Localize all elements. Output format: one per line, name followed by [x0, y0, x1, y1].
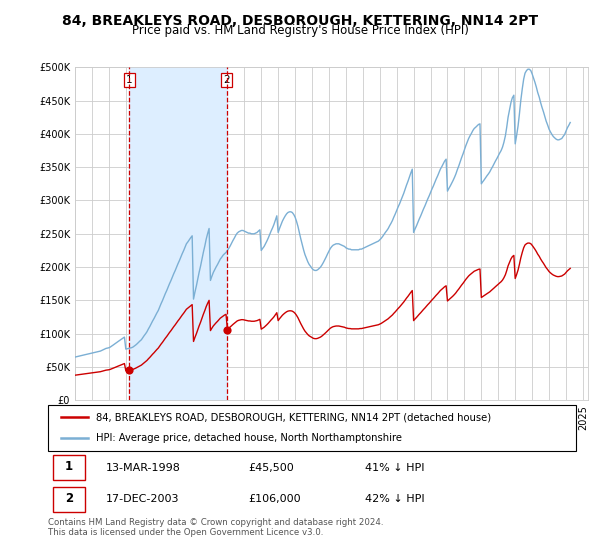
Text: 42% ↓ HPI: 42% ↓ HPI: [365, 494, 424, 505]
Text: HPI: Average price, detached house, North Northamptonshire: HPI: Average price, detached house, Nort…: [95, 433, 401, 444]
Text: 1: 1: [65, 460, 73, 473]
Text: 13-MAR-1998: 13-MAR-1998: [106, 463, 181, 473]
Text: Price paid vs. HM Land Registry's House Price Index (HPI): Price paid vs. HM Land Registry's House …: [131, 24, 469, 37]
Text: 2: 2: [223, 75, 230, 85]
Text: 17-DEC-2003: 17-DEC-2003: [106, 494, 179, 505]
Text: Contains HM Land Registry data © Crown copyright and database right 2024.
This d: Contains HM Land Registry data © Crown c…: [48, 518, 383, 538]
Text: 1: 1: [126, 75, 133, 85]
Text: 41% ↓ HPI: 41% ↓ HPI: [365, 463, 424, 473]
Text: £45,500: £45,500: [248, 463, 295, 473]
Point: [124, 366, 134, 375]
Text: 84, BREAKLEYS ROAD, DESBOROUGH, KETTERING, NN14 2PT (detached house): 84, BREAKLEYS ROAD, DESBOROUGH, KETTERIN…: [95, 412, 491, 422]
Bar: [53, 487, 85, 512]
Text: £106,000: £106,000: [248, 494, 301, 505]
Text: 2: 2: [65, 492, 73, 505]
Point: [222, 325, 232, 334]
Bar: [53, 455, 85, 480]
Text: 84, BREAKLEYS ROAD, DESBOROUGH, KETTERING, NN14 2PT: 84, BREAKLEYS ROAD, DESBOROUGH, KETTERIN…: [62, 14, 538, 28]
